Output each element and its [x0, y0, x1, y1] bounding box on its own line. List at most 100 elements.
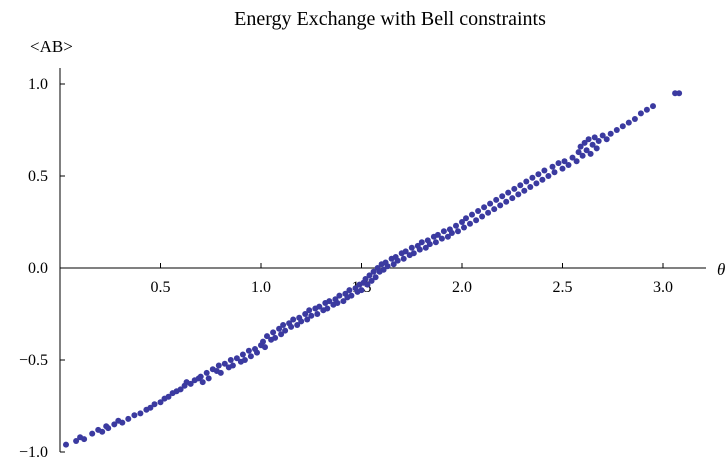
x-tick-label: 2.5: [553, 279, 573, 296]
data-point: [625, 119, 632, 126]
data-point: [229, 362, 236, 369]
data-point: [650, 103, 656, 110]
data-point: [125, 415, 132, 422]
data-point: [270, 329, 277, 336]
data-point: [264, 333, 270, 340]
data-point: [324, 305, 331, 312]
data-point: [105, 425, 112, 432]
data-point: [304, 316, 311, 323]
data-point: [276, 325, 283, 332]
data-point: [89, 430, 96, 437]
data-point: [280, 322, 287, 328]
data-point: [591, 134, 598, 141]
tick-group: 0.51.01.52.02.53.0−1.0−0.50.00.51.0: [19, 76, 673, 461]
data-point: [364, 281, 371, 288]
data-point: [517, 182, 524, 189]
data-point: [643, 106, 650, 113]
data-point: [326, 298, 333, 305]
y-axis-label: <AB>: [30, 37, 73, 56]
data-point: [565, 162, 572, 168]
data-point: [455, 228, 461, 235]
data-point: [613, 127, 620, 133]
data-point: [245, 347, 252, 354]
data-point: [384, 263, 391, 270]
data-point: [589, 141, 596, 148]
y-tick-label: 0.5: [28, 168, 48, 185]
data-point: [585, 136, 592, 143]
data-point: [467, 220, 473, 227]
data-point: [418, 239, 425, 246]
data-point: [440, 228, 447, 235]
data-point: [262, 344, 268, 351]
data-point: [81, 436, 88, 443]
data-point: [579, 152, 586, 159]
y-tick-label: −0.5: [19, 352, 48, 369]
data-point: [308, 312, 315, 319]
data-point: [288, 323, 295, 330]
data-point: [278, 331, 285, 338]
data-point: [461, 224, 467, 231]
data-point: [593, 145, 600, 152]
data-point: [551, 169, 558, 176]
y-tick-label: 1.0: [28, 76, 48, 93]
data-point: [215, 362, 222, 369]
data-point: [453, 222, 459, 229]
data-point: [221, 360, 228, 367]
x-tick-label: 1.0: [251, 279, 271, 296]
data-point: [290, 316, 297, 323]
x-tick-label: 0.5: [151, 279, 171, 296]
data-point: [479, 213, 486, 220]
data-point: [203, 369, 210, 376]
data-point: [187, 380, 194, 387]
data-point: [603, 136, 610, 143]
data-point: [400, 255, 407, 262]
data-point: [607, 130, 614, 137]
data-point: [529, 174, 536, 181]
data-point: [481, 204, 488, 211]
data-point: [587, 150, 594, 157]
data-point: [119, 419, 126, 426]
data-point: [227, 357, 234, 363]
data-point: [410, 250, 417, 257]
data-point: [422, 244, 429, 251]
data-point: [487, 200, 494, 207]
data-point: [521, 187, 528, 194]
data-point: [515, 191, 522, 198]
data-point: [511, 185, 518, 192]
data-point: [503, 198, 510, 205]
y-tick-label: 0.0: [28, 260, 48, 277]
data-point: [63, 441, 69, 448]
data-point: [306, 307, 313, 314]
data-point: [362, 276, 369, 282]
data-point: [549, 163, 556, 170]
data-point: [294, 322, 301, 328]
data-point: [372, 274, 379, 281]
data-point: [581, 139, 588, 146]
data-point: [151, 401, 158, 408]
data-point: [426, 241, 433, 248]
data-point: [394, 257, 401, 264]
data-point: [523, 178, 530, 185]
data-point: [380, 266, 387, 273]
data-point: [260, 338, 266, 345]
data-point: [282, 327, 289, 334]
points-group: [63, 90, 683, 448]
data-point: [111, 421, 118, 428]
data-point: [298, 318, 305, 325]
data-point: [527, 184, 534, 190]
data-point: [233, 355, 240, 362]
data-point: [346, 287, 353, 294]
data-point: [533, 180, 540, 187]
data-point: [99, 428, 106, 435]
data-point: [491, 206, 498, 213]
data-point: [473, 217, 480, 224]
chart-title: Energy Exchange with Bell constraints: [234, 8, 546, 30]
data-point: [448, 230, 455, 236]
data-point: [340, 298, 347, 305]
data-point: [569, 154, 576, 161]
data-point: [316, 303, 323, 310]
data-point: [434, 231, 441, 238]
data-point: [573, 158, 580, 165]
